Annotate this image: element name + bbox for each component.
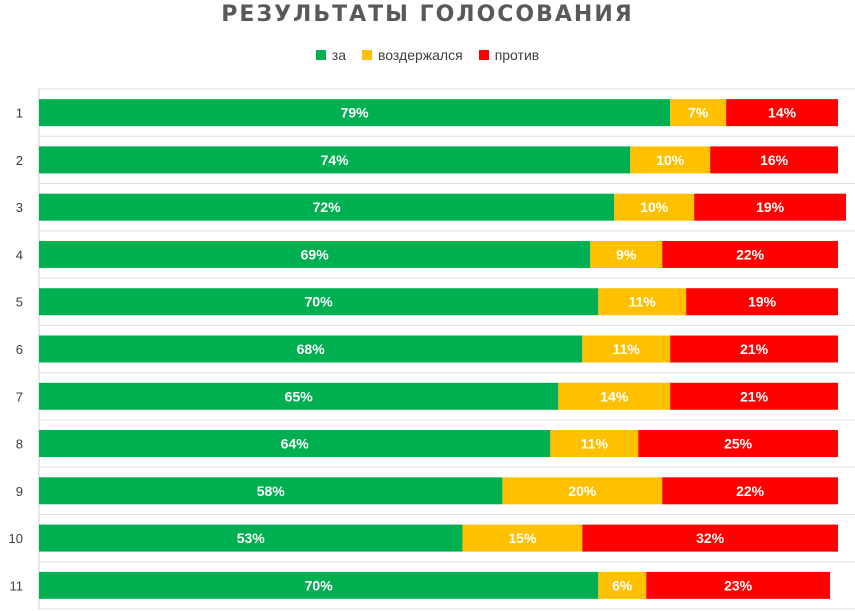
- data-label: 9%: [616, 246, 637, 262]
- category-label: 9: [16, 484, 23, 499]
- bar-segment: [590, 240, 663, 268]
- bar-segment: [39, 240, 591, 268]
- bar-segment: [598, 571, 647, 599]
- legend-label: против: [494, 47, 540, 63]
- bar-segment: [39, 193, 615, 221]
- data-label: 65%: [285, 388, 314, 404]
- category-label: 3: [16, 200, 23, 215]
- category-label: 6: [16, 342, 23, 357]
- data-label: 79%: [341, 105, 370, 121]
- bar-segment: [39, 288, 599, 316]
- data-label: 64%: [281, 436, 310, 452]
- data-label: 14%: [768, 105, 797, 121]
- data-label: 14%: [600, 388, 629, 404]
- data-label: 10%: [656, 152, 685, 168]
- bar-segment: [670, 382, 838, 410]
- category-label: 2: [16, 153, 23, 168]
- category-label: 5: [16, 295, 23, 310]
- category-label: 1: [16, 106, 23, 121]
- bar-segment: [39, 382, 559, 410]
- bar-segment: [670, 335, 838, 363]
- data-label: 68%: [297, 341, 326, 357]
- bar-segment: [39, 430, 551, 458]
- data-label: 70%: [305, 577, 334, 593]
- category-label: 4: [16, 247, 23, 262]
- legend-swatch: [478, 50, 489, 60]
- data-label: 21%: [740, 341, 769, 357]
- legend-swatch: [315, 50, 326, 60]
- bar-segment: [582, 335, 671, 363]
- data-label: 16%: [760, 152, 789, 168]
- data-label: 19%: [748, 294, 777, 310]
- category-label: 8: [16, 437, 23, 452]
- data-label: 25%: [724, 436, 753, 452]
- bar-segment: [662, 477, 838, 505]
- legend-label: воздержался: [378, 47, 463, 63]
- bar-segment: [598, 288, 687, 316]
- data-label: 6%: [612, 577, 633, 593]
- data-label: 10%: [640, 199, 669, 215]
- legend-item: за: [315, 47, 347, 63]
- data-label: 7%: [688, 105, 709, 121]
- bar-segment: [39, 477, 503, 505]
- data-label: 20%: [568, 483, 597, 499]
- bar-segment: [502, 477, 663, 505]
- chart-title: РЕЗУЛЬТАТЫ ГОЛОСОВАНИЯ: [221, 2, 634, 27]
- data-label: 11%: [581, 436, 609, 452]
- legend-swatch: [362, 50, 373, 60]
- bar-segment: [39, 571, 599, 599]
- data-label: 53%: [237, 530, 266, 546]
- data-label: 74%: [321, 152, 350, 168]
- bar-segment: [558, 382, 671, 410]
- bar-segment: [39, 335, 583, 363]
- data-label: 15%: [508, 530, 537, 546]
- bar-segment: [694, 193, 846, 221]
- bar-segment: [462, 524, 583, 552]
- data-label: 32%: [696, 530, 725, 546]
- data-label: 72%: [313, 199, 342, 215]
- data-label: 69%: [301, 246, 330, 262]
- legend-item: против: [478, 47, 540, 63]
- bar-segment: [662, 240, 838, 268]
- bar-segment: [614, 193, 695, 221]
- bar-segment: [582, 524, 838, 552]
- bar-segment: [39, 146, 631, 174]
- legend-label: за: [331, 47, 347, 63]
- legend: за воздержался против: [0, 47, 855, 63]
- legend-item: воздержался: [362, 47, 463, 63]
- data-label: 11%: [629, 294, 657, 310]
- category-label: 11: [10, 578, 24, 593]
- bar-segment: [726, 99, 838, 127]
- data-label: 23%: [724, 577, 753, 593]
- data-label: 22%: [736, 483, 765, 499]
- bar-segment: [638, 430, 838, 458]
- data-label: 58%: [257, 483, 286, 499]
- bar-segment: [670, 99, 727, 127]
- bar-segment: [710, 146, 838, 174]
- bar-segment: [686, 288, 838, 316]
- category-label: 7: [16, 389, 23, 404]
- data-label: 11%: [613, 341, 641, 357]
- data-label: 70%: [305, 294, 334, 310]
- bar-segment: [630, 146, 711, 174]
- bar-segment: [39, 99, 671, 127]
- data-label: 22%: [736, 246, 765, 262]
- bar-segment: [550, 430, 639, 458]
- category-label: 10: [9, 531, 23, 546]
- bar-segment: [39, 524, 463, 552]
- data-label: 19%: [756, 199, 785, 215]
- bar-segment: [646, 571, 831, 599]
- data-label: 21%: [740, 388, 769, 404]
